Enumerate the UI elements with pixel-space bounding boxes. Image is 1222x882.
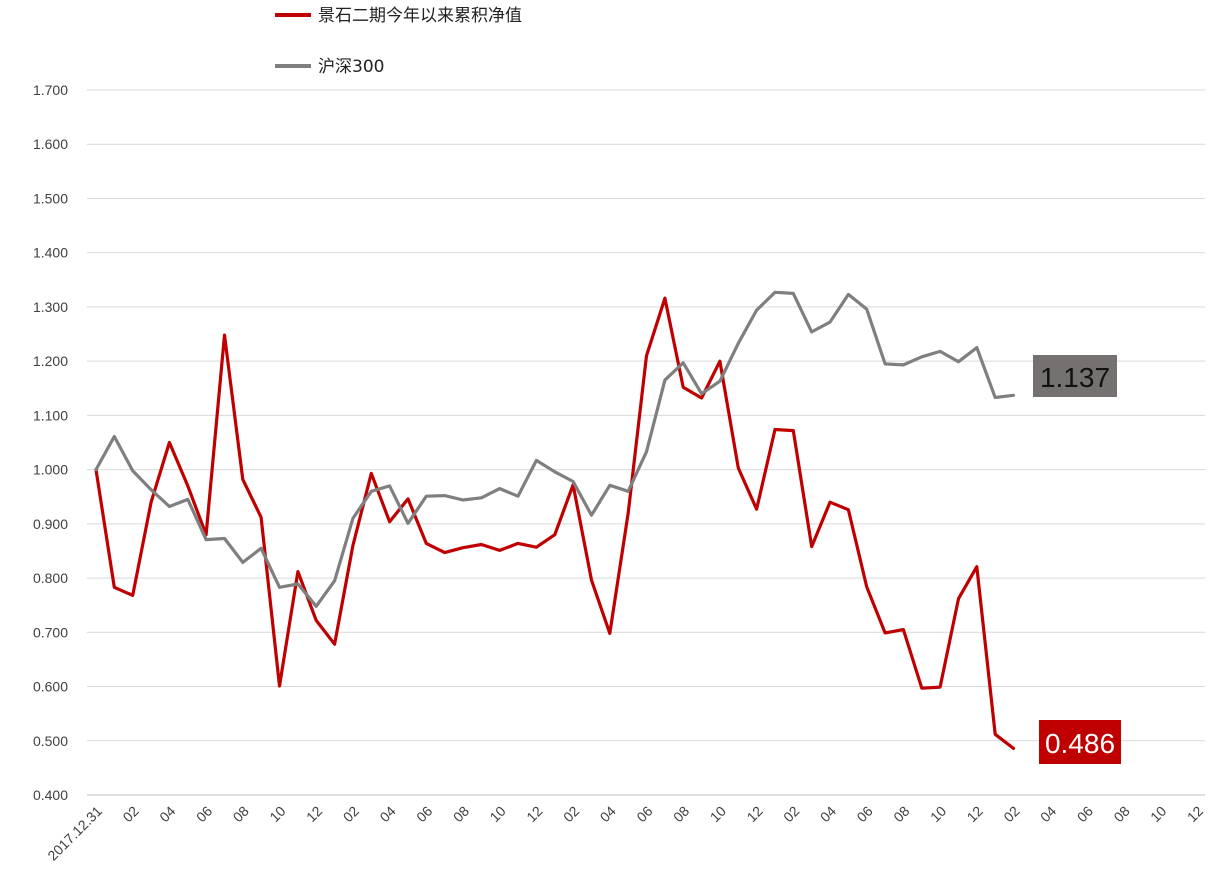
- y-tick-label: 1.500: [33, 190, 68, 206]
- legend: 景石二期今年以来累积净值 沪深300: [275, 6, 522, 77]
- x-tick-label: 06: [413, 803, 435, 825]
- callout-hs300-value: 1.137: [1040, 362, 1110, 393]
- x-tick-label: 02: [560, 803, 582, 825]
- y-tick-label: 1.100: [33, 407, 68, 423]
- x-tick-label: 08: [890, 803, 912, 825]
- y-tick-label: 0.700: [33, 624, 68, 640]
- x-tick-label: 12: [523, 803, 545, 825]
- x-tick-label: 12: [964, 803, 986, 825]
- legend-label-series-1: 沪深300: [318, 57, 384, 77]
- callout-fund-box: [1039, 720, 1121, 764]
- x-tick-label: 06: [1074, 803, 1096, 825]
- x-tick-label: 04: [817, 803, 839, 825]
- y-tick-label: 1.300: [33, 299, 68, 315]
- x-tick-label: 04: [1037, 803, 1059, 825]
- x-tick-label: 08: [450, 803, 472, 825]
- x-tick-label: 06: [633, 803, 655, 825]
- series-line-1: [94, 290, 1016, 608]
- callout-fund-value: 0.486: [1045, 728, 1115, 759]
- callout-fund: 0.486: [1039, 720, 1121, 764]
- callout-hs300-box: [1033, 355, 1117, 397]
- x-tick-label: 12: [743, 803, 765, 825]
- x-tick-label: 08: [670, 803, 692, 825]
- x-tick-label: 10: [1147, 803, 1169, 825]
- x-tick-label: 10: [486, 803, 508, 825]
- x-tick-label: 2017.12.31: [44, 803, 105, 864]
- x-tick-label: 04: [376, 803, 398, 825]
- x-axis: 2017.12.31 02 04 06 08 10 12 02 04 06 08 10 12 02 04 06…: [44, 803, 1206, 864]
- y-axis: 1.700 1.600 1.500 1.400 1.300 1.200 1.100 1.000…: [33, 82, 68, 803]
- x-tick-label: 10: [266, 803, 288, 825]
- x-tick-label: 02: [340, 803, 362, 825]
- y-tick-label: 0.900: [33, 516, 68, 532]
- legend-item-series-0: 景石二期今年以来累积净值: [275, 6, 522, 26]
- series-line-0: [94, 296, 1016, 751]
- y-tick-label: 0.500: [33, 733, 68, 749]
- y-tick-label: 0.600: [33, 679, 68, 695]
- x-tick-label: 12: [1184, 803, 1206, 825]
- gridlines: [87, 89, 1205, 796]
- series-lines: [94, 290, 1016, 751]
- legend-label-series-0: 景石二期今年以来累积净值: [318, 6, 522, 26]
- x-tick-label: 02: [780, 803, 802, 825]
- y-tick-label: 0.800: [33, 570, 68, 586]
- x-tick-label: 12: [303, 803, 325, 825]
- y-tick-label: 1.600: [33, 136, 68, 152]
- x-tick-label: 04: [597, 803, 619, 825]
- x-tick-label: 06: [193, 803, 215, 825]
- y-tick-label: 0.400: [33, 787, 68, 803]
- x-tick-label: 04: [156, 803, 178, 825]
- y-tick-label: 1.400: [33, 245, 68, 261]
- y-tick-label: 1.200: [33, 353, 68, 369]
- x-tick-label: 08: [230, 803, 252, 825]
- y-tick-label: 1.000: [33, 462, 68, 478]
- x-tick-label: 06: [853, 803, 875, 825]
- x-tick-label: 10: [707, 803, 729, 825]
- x-tick-label: 02: [119, 803, 141, 825]
- x-tick-label: 08: [1110, 803, 1132, 825]
- y-tick-label: 1.700: [33, 82, 68, 98]
- callout-hs300: 1.137: [1033, 355, 1117, 397]
- x-tick-label: 02: [1000, 803, 1022, 825]
- x-tick-label: 10: [927, 803, 949, 825]
- legend-item-series-1: 沪深300: [275, 57, 384, 77]
